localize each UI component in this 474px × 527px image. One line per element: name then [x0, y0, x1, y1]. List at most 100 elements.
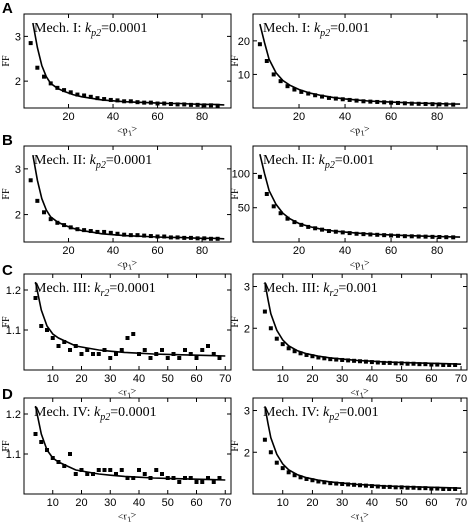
panel-D2: 10 20 30 40 50 60 70 2 3 FF <r1> Mech. IV: kp2=0.00… — [230, 397, 468, 524]
data-point — [177, 480, 182, 484]
data-point — [102, 348, 107, 352]
data-point — [73, 472, 78, 476]
data-point — [304, 476, 309, 481]
x-tick-label: 50 — [395, 497, 407, 509]
y-tick-label: 10 — [238, 69, 250, 81]
y-axis-label: FF — [230, 188, 241, 200]
data-point — [202, 236, 207, 241]
x-tick-label: 60 — [385, 245, 397, 257]
data-point — [451, 235, 456, 240]
data-point — [102, 229, 107, 234]
data-point — [211, 480, 216, 484]
mechanism-name: Mech. I: — [263, 21, 314, 36]
rate-constant-symbol: k — [94, 405, 101, 420]
x-axis-label-sub: 1 — [127, 391, 132, 400]
panel-letter: B — [2, 132, 13, 149]
y-tick-label: 1.2 — [6, 409, 21, 421]
rate-constant-value: =0.0001 — [109, 281, 155, 296]
panel-B2: 20 40 60 80 50 100 FF <p1> Mech. II: kp2=0.001 — [230, 145, 468, 272]
data-point — [292, 220, 297, 225]
data-point — [177, 356, 182, 360]
data-point — [354, 98, 359, 103]
data-point — [444, 102, 449, 107]
x-axis-label: <p1> — [116, 124, 138, 140]
data-point — [182, 102, 187, 107]
rate-constant-symbol: k — [319, 153, 326, 168]
data-point — [50, 336, 55, 340]
data-point — [320, 227, 325, 232]
data-point — [183, 348, 187, 352]
axes-frame — [252, 145, 468, 243]
data-point — [453, 362, 458, 367]
y-tick-label: 20 — [238, 36, 250, 48]
data-point — [285, 216, 290, 221]
data-point — [363, 359, 368, 364]
data-point — [347, 231, 352, 236]
data-point — [131, 476, 136, 480]
mechanism-label: Mech. I: kp2=0.0001 — [34, 21, 148, 39]
rate-constant-symbol: k — [90, 153, 97, 168]
data-point — [39, 324, 44, 328]
data-point — [96, 352, 101, 356]
rate-constant-symbol: k — [314, 21, 321, 36]
data-point — [217, 476, 222, 480]
data-point — [131, 332, 136, 336]
data-point — [188, 235, 193, 240]
data-point — [298, 475, 303, 480]
axes-frame — [23, 145, 232, 243]
data-point — [175, 102, 180, 107]
x-tick-label: 40 — [107, 111, 119, 123]
y-tick-label: 2 — [15, 76, 21, 88]
data-point — [122, 99, 127, 104]
data-point — [211, 352, 216, 356]
data-point — [175, 235, 180, 240]
x-axis-label-main: <p — [116, 125, 128, 137]
y-axis-label: FF — [230, 440, 241, 452]
data-point — [108, 97, 113, 102]
x-tick-label: 40 — [133, 497, 145, 509]
mechanism-label: Mech. II: kp2=0.0001 — [34, 153, 152, 171]
data-point — [346, 358, 351, 363]
data-point — [50, 456, 55, 460]
data-point — [155, 101, 160, 106]
panel-letter: A — [2, 0, 13, 17]
fit-curve — [259, 154, 461, 238]
data-point — [62, 464, 67, 468]
data-point — [316, 479, 321, 484]
rate-constant-symbol: k — [323, 405, 330, 420]
y-tick-label: 1.1 — [6, 449, 21, 461]
data-point — [429, 362, 434, 367]
y-tick-label: 2 — [15, 210, 21, 222]
x-tick-label: 20 — [306, 497, 318, 509]
data-point — [416, 234, 421, 239]
data-point — [79, 468, 84, 472]
data-point — [387, 484, 392, 489]
data-point — [148, 234, 153, 239]
y-tick-label: 3 — [244, 406, 250, 418]
x-tick-label: 50 — [162, 373, 174, 385]
data-point — [68, 452, 72, 456]
x-tick-label: 40 — [366, 497, 378, 509]
mechanism-label: Mech. IV: kp2=0.0001 — [34, 405, 157, 423]
data-point — [375, 484, 380, 489]
data-point — [56, 344, 61, 348]
mechanism-name: Mech. II: — [263, 153, 319, 168]
mechanism-label: Mech. III: kr2=0.001 — [263, 281, 378, 299]
panel-C1: 10 20 30 40 50 60 70 1.1 1.2 FF <r1> Mech. III: kr2… — [1, 273, 232, 400]
data-point — [171, 352, 176, 356]
y-tick-label: 3 — [15, 164, 21, 176]
data-point — [417, 362, 422, 367]
data-point — [286, 346, 291, 351]
data-point — [361, 99, 366, 104]
data-point — [48, 81, 53, 86]
x-axis-label-end: > — [363, 124, 370, 136]
panel-B1: 20 40 60 80 2 3FF <p1> Mech. II: kp2=0.0001 — [1, 145, 232, 272]
x-tick-label: 70 — [455, 373, 467, 385]
axes-frame — [252, 397, 468, 495]
x-tick-label: 30 — [336, 373, 348, 385]
y-tick-label: 2 — [244, 447, 250, 459]
data-point — [48, 217, 53, 222]
data-point — [215, 236, 220, 241]
rate-constant-symbol: k — [85, 21, 92, 36]
data-point — [154, 352, 159, 356]
